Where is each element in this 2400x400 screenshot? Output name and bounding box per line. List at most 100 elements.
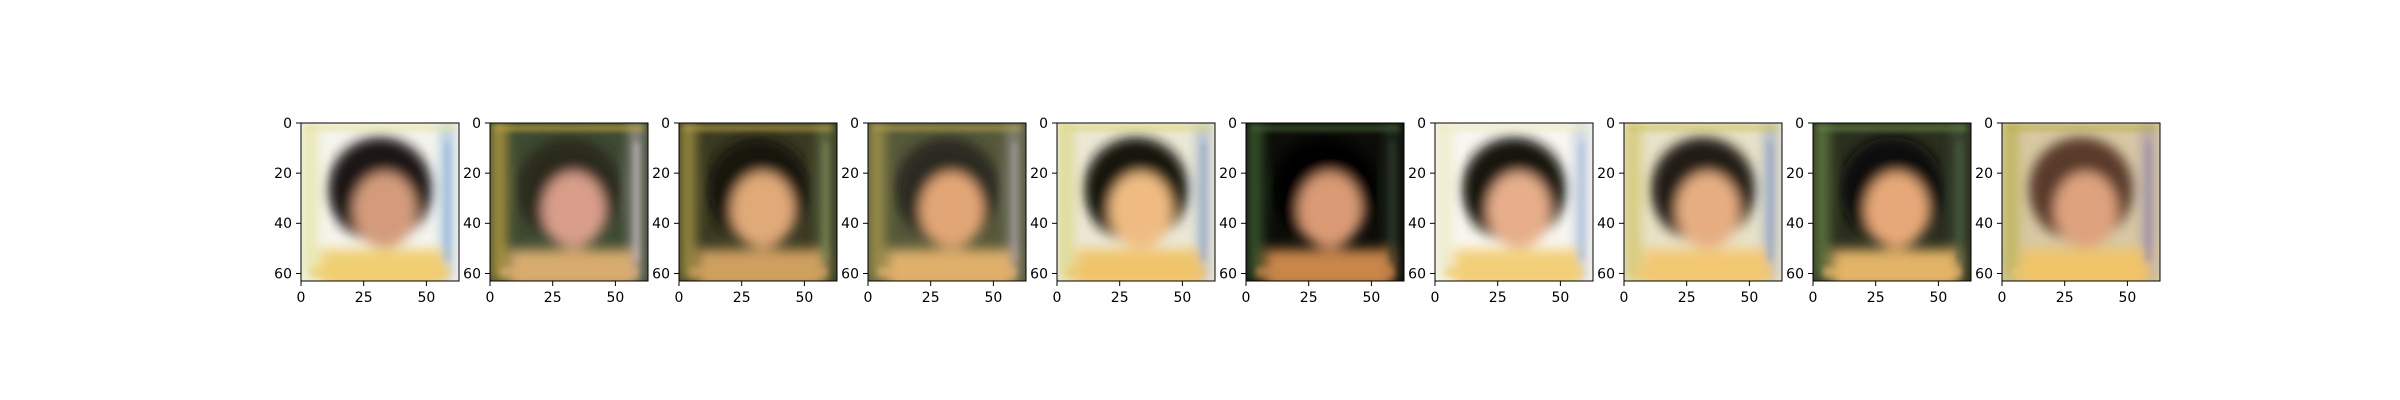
- y-tick-label: 40: [1597, 216, 1615, 232]
- x-tick-label: 0: [1809, 290, 1818, 306]
- y-tick-label: 20: [274, 166, 292, 182]
- x-tick-label: 25: [1300, 290, 1318, 306]
- y-tick-label: 60: [1786, 266, 1804, 282]
- y-tick-label: 0: [472, 116, 481, 132]
- y-tick-label: 60: [1597, 266, 1615, 282]
- x-tick-label: 0: [1053, 290, 1062, 306]
- generated-face-image: [679, 123, 837, 281]
- x-tick-label: 25: [733, 290, 751, 306]
- x-tick-label: 50: [984, 290, 1002, 306]
- x-tick-label: 50: [1173, 290, 1191, 306]
- x-tick-label: 50: [1362, 290, 1380, 306]
- x-tick-label: 0: [1431, 290, 1440, 306]
- y-tick-label: 60: [274, 266, 292, 282]
- x-tick-label: 25: [1678, 290, 1696, 306]
- y-tick-label: 0: [1039, 116, 1048, 132]
- y-tick-label: 40: [1030, 216, 1048, 232]
- y-tick-label: 0: [283, 116, 292, 132]
- image-panel: 0 25 50 0 20 40 60: [1408, 116, 1594, 306]
- x-tick-label: 25: [355, 290, 373, 306]
- x-tick-label: 25: [2056, 290, 2074, 306]
- y-tick-label: 0: [850, 116, 859, 132]
- axes-frame: [1623, 122, 1783, 282]
- image-panel: 0 25 50 0 20 40 60: [1786, 116, 1972, 306]
- y-tick-label: 20: [1030, 166, 1048, 182]
- image-panel: 0 25 50 0 20 40 60: [274, 116, 460, 306]
- image-panel: 0 25 50 0 20 40 60: [841, 116, 1027, 306]
- image-panel: 0 25 50 0 20 40 60: [1975, 116, 2161, 306]
- axes-frame: [1245, 122, 1405, 282]
- y-tick-label: 60: [1408, 266, 1426, 282]
- x-tick-label: 0: [297, 290, 306, 306]
- y-tick-label: 40: [1786, 216, 1804, 232]
- y-tick-label: 20: [652, 166, 670, 182]
- x-tick-label: 50: [606, 290, 624, 306]
- axes-frame: [300, 122, 460, 282]
- y-tick-label: 40: [1219, 216, 1237, 232]
- y-tick-label: 0: [1984, 116, 1993, 132]
- y-tick-label: 20: [1408, 166, 1426, 182]
- y-tick-label: 20: [463, 166, 481, 182]
- x-tick-label: 50: [417, 290, 435, 306]
- y-tick-label: 60: [1219, 266, 1237, 282]
- y-tick-label: 60: [841, 266, 859, 282]
- x-tick-label: 50: [2118, 290, 2136, 306]
- axes-frame: [1812, 122, 1972, 282]
- image-panel: 0 25 50 0 20 40 60: [652, 116, 838, 306]
- x-tick-label: 25: [922, 290, 940, 306]
- y-tick-label: 20: [841, 166, 859, 182]
- y-tick-label: 60: [652, 266, 670, 282]
- y-tick-label: 0: [661, 116, 670, 132]
- y-tick-label: 20: [1975, 166, 1993, 182]
- x-tick-label: 50: [795, 290, 813, 306]
- y-tick-label: 40: [652, 216, 670, 232]
- x-tick-label: 25: [1489, 290, 1507, 306]
- y-tick-label: 40: [463, 216, 481, 232]
- y-tick-label: 40: [841, 216, 859, 232]
- x-tick-label: 0: [1998, 290, 2007, 306]
- y-tick-label: 60: [1030, 266, 1048, 282]
- image-panel: 0 25 50 0 20 40 60: [1219, 116, 1405, 306]
- x-tick-label: 0: [486, 290, 495, 306]
- generated-face-image: [1813, 123, 1971, 281]
- x-tick-label: 0: [675, 290, 684, 306]
- generated-face-image: [1435, 123, 1593, 281]
- axes-frame: [1434, 122, 1594, 282]
- generated-face-image: [490, 123, 648, 281]
- axes-frame: [678, 122, 838, 282]
- y-tick-label: 60: [1975, 266, 1993, 282]
- axes-frame: [2001, 122, 2161, 282]
- y-tick-label: 40: [1408, 216, 1426, 232]
- y-tick-label: 20: [1597, 166, 1615, 182]
- generated-face-image: [1057, 123, 1215, 281]
- generated-face-image: [1246, 123, 1404, 281]
- x-tick-label: 25: [544, 290, 562, 306]
- image-panel: 0 25 50 0 20 40 60: [1597, 116, 1783, 306]
- x-tick-label: 0: [1242, 290, 1251, 306]
- x-tick-label: 25: [1111, 290, 1129, 306]
- axes-frame: [489, 122, 649, 282]
- x-tick-label: 0: [864, 290, 873, 306]
- generated-face-image: [301, 123, 459, 281]
- y-tick-label: 0: [1606, 116, 1615, 132]
- x-tick-label: 25: [1867, 290, 1885, 306]
- generated-face-image: [2002, 123, 2160, 281]
- generated-face-image: [868, 123, 1026, 281]
- y-tick-label: 40: [1975, 216, 1993, 232]
- y-tick-label: 0: [1795, 116, 1804, 132]
- y-tick-label: 40: [274, 216, 292, 232]
- y-tick-label: 20: [1219, 166, 1237, 182]
- x-tick-label: 50: [1740, 290, 1758, 306]
- y-tick-label: 0: [1228, 116, 1237, 132]
- y-tick-label: 60: [463, 266, 481, 282]
- y-tick-label: 20: [1786, 166, 1804, 182]
- y-tick-label: 0: [1417, 116, 1426, 132]
- generated-face-image: [1624, 123, 1782, 281]
- axes-frame: [867, 122, 1027, 282]
- image-panel: 0 25 50 0 20 40 60: [1030, 116, 1216, 306]
- image-panel: 0 25 50 0 20 40 60: [463, 116, 649, 306]
- x-tick-label: 0: [1620, 290, 1629, 306]
- x-tick-label: 50: [1929, 290, 1947, 306]
- x-tick-label: 50: [1551, 290, 1569, 306]
